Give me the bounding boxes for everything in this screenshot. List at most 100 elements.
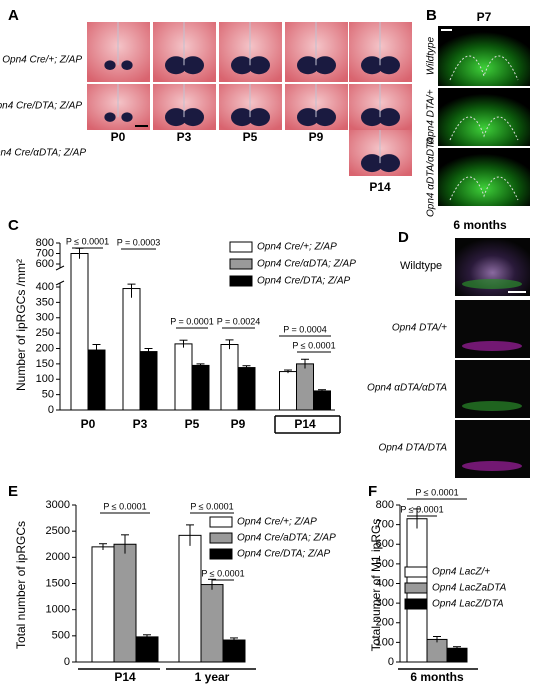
micrograph: [438, 26, 530, 86]
row-label: Opn4 Cre/+; Z/AP: [2, 55, 82, 66]
bar: [279, 371, 297, 411]
legend-label: Opn4 LacZ/DTA: [432, 599, 504, 610]
row-label: Opn4 αDTA/αDTA: [367, 383, 447, 394]
significance-label: P ≤ 0.0001: [292, 340, 335, 350]
legend-swatch: [229, 275, 253, 287]
stain: [361, 56, 383, 75]
y-tick-label: 500: [52, 630, 70, 642]
panel-label: D: [398, 229, 409, 246]
error-bar: [121, 534, 129, 554]
stain: [182, 56, 204, 75]
bar: [200, 584, 224, 663]
y-tick-label: 300: [36, 312, 54, 324]
x-tick-label: P9: [231, 417, 246, 431]
significance-label: P ≤ 0.0001: [400, 504, 443, 514]
y-tick-label: 3000: [46, 499, 70, 511]
legend-swatch: [209, 548, 233, 560]
error-bar: [284, 369, 292, 374]
signal: [462, 341, 522, 351]
bar: [174, 343, 193, 411]
significance-label: P ≤ 0.0001: [415, 487, 458, 497]
bar: [296, 363, 314, 411]
error-bar: [230, 637, 238, 643]
error-bar: [318, 389, 326, 393]
bar: [139, 351, 158, 411]
stain: [104, 60, 116, 70]
y-tick-label: 0: [48, 404, 54, 416]
significance-label: P = 0.0024: [217, 316, 261, 326]
row-label: Opn4 DTA/+: [426, 89, 437, 144]
x-tick-label: P14: [294, 417, 316, 431]
significance-label: P ≤ 0.0001: [190, 501, 233, 511]
column-label: P9: [309, 130, 324, 144]
y-tick-label: 50: [42, 389, 54, 401]
significance-label: P ≤ 0.0001: [66, 236, 109, 246]
bar: [426, 638, 448, 663]
column-label: P14: [369, 180, 391, 194]
panel-title: 6 months: [453, 218, 507, 232]
stain: [314, 56, 336, 75]
y-tick-label: 700: [376, 519, 394, 531]
legend-label: Opn4 Cre/aDTA; Z/AP: [237, 533, 336, 544]
bar: [135, 636, 159, 663]
legend-label: Opn4 Cre/+; Z/AP: [237, 517, 317, 528]
error-bar: [196, 363, 205, 367]
y-tick-label: 150: [36, 358, 54, 370]
y-tick-label: 400: [376, 577, 394, 589]
stain: [248, 56, 270, 75]
significance-label: P ≤ 0.0001: [201, 568, 244, 578]
legend-swatch: [229, 258, 253, 270]
y-tick-label: 600: [36, 258, 54, 270]
x-tick-label: P5: [185, 417, 200, 431]
error-bar: [301, 358, 309, 369]
stain: [165, 56, 187, 75]
x-tick-label: 1 year: [195, 670, 230, 684]
y-tick-label: 2000: [46, 551, 70, 563]
panel-label: A: [8, 7, 19, 24]
legend-swatch: [404, 582, 428, 594]
significance-label: P ≤ 0.0001: [103, 501, 146, 511]
panel-label: C: [8, 217, 19, 234]
legend-swatch: [404, 598, 428, 610]
y-tick-label: 200: [36, 342, 54, 354]
bar: [113, 543, 137, 663]
stain: [361, 154, 383, 173]
legend-label: Opn4 Cre/DTA; Z/AP: [257, 276, 351, 287]
stain: [378, 56, 400, 75]
stain: [121, 60, 133, 70]
bar: [70, 253, 89, 411]
y-tick-label: 0: [64, 656, 70, 668]
stain: [297, 108, 319, 127]
stain: [182, 108, 204, 127]
significance-label: P = 0.0001: [170, 316, 214, 326]
y-tick-label: 2500: [46, 525, 70, 537]
legend-swatch: [209, 516, 233, 528]
panel-title: P7: [477, 10, 492, 24]
legend-label: Opn4 Cre/DTA; Z/AP: [237, 549, 331, 560]
y-tick-label: 800: [36, 237, 54, 249]
axis-break: [55, 265, 65, 271]
bar: [178, 534, 202, 663]
y-tick-label: 0: [388, 656, 394, 668]
signal: [462, 461, 522, 471]
row-label: Wildtype: [400, 260, 442, 272]
error-bar: [179, 339, 188, 348]
panel-label: E: [8, 483, 18, 500]
stain: [314, 108, 336, 127]
legend-label: Opn4 Cre/+; Z/AP: [257, 242, 337, 253]
signal: [462, 401, 522, 411]
error-bar: [413, 508, 421, 529]
error-bar: [92, 344, 101, 356]
error-bar: [99, 543, 107, 551]
bar: [313, 390, 331, 411]
panel-label: B: [426, 7, 437, 24]
bar: [122, 288, 141, 411]
bar: [87, 349, 106, 411]
error-bar: [242, 365, 251, 370]
y-tick-label: 700: [36, 247, 54, 259]
y-tick-label: 350: [36, 296, 54, 308]
error-bar: [433, 635, 441, 643]
column-label: P5: [243, 130, 258, 144]
stain: [378, 154, 400, 173]
